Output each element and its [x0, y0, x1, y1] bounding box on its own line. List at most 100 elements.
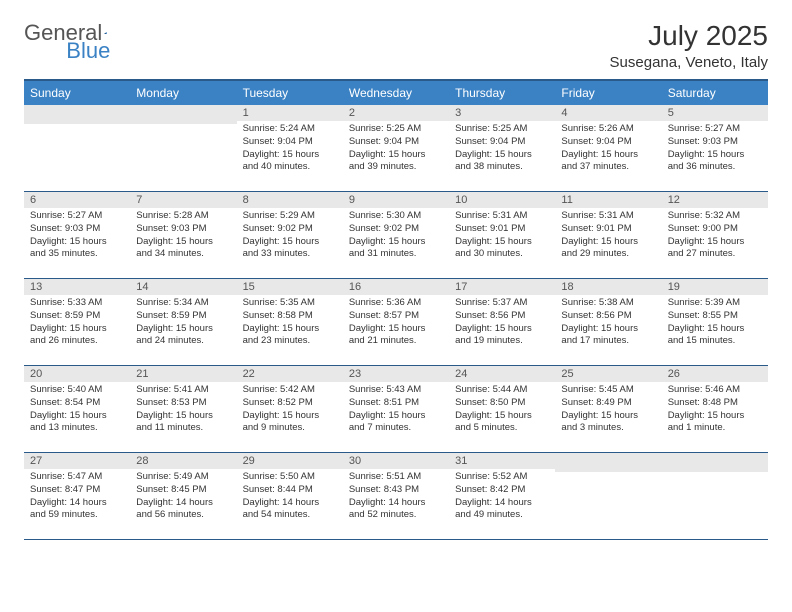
daylight-text: Daylight: 15 hours and 30 minutes.: [455, 236, 549, 262]
calendar-day-cell: [555, 453, 661, 540]
calendar-day-cell: 15Sunrise: 5:35 AMSunset: 8:58 PMDayligh…: [237, 279, 343, 366]
calendar-day-cell: 4Sunrise: 5:26 AMSunset: 9:04 PMDaylight…: [555, 105, 661, 192]
weekday-header: Thursday: [449, 80, 555, 105]
day-details: Sunrise: 5:43 AMSunset: 8:51 PMDaylight:…: [343, 382, 449, 439]
daylight-text: Daylight: 15 hours and 34 minutes.: [136, 236, 230, 262]
sunrise-text: Sunrise: 5:52 AM: [455, 471, 549, 484]
calendar-day-cell: [662, 453, 768, 540]
sunset-text: Sunset: 8:53 PM: [136, 397, 230, 410]
sunset-text: Sunset: 9:04 PM: [455, 136, 549, 149]
day-number: 2: [343, 105, 449, 121]
month-title: July 2025: [610, 20, 768, 52]
sunrise-text: Sunrise: 5:30 AM: [349, 210, 443, 223]
daylight-text: Daylight: 15 hours and 19 minutes.: [455, 323, 549, 349]
day-details: Sunrise: 5:31 AMSunset: 9:01 PMDaylight:…: [449, 208, 555, 265]
calendar-day-cell: 29Sunrise: 5:50 AMSunset: 8:44 PMDayligh…: [237, 453, 343, 540]
header: General Blue July 2025 Susegana, Veneto,…: [24, 20, 768, 71]
day-details: Sunrise: 5:35 AMSunset: 8:58 PMDaylight:…: [237, 295, 343, 352]
calendar-week-row: 6Sunrise: 5:27 AMSunset: 9:03 PMDaylight…: [24, 192, 768, 279]
day-number: 10: [449, 192, 555, 208]
sunset-text: Sunset: 9:02 PM: [349, 223, 443, 236]
daylight-text: Daylight: 15 hours and 15 minutes.: [668, 323, 762, 349]
daylight-text: Daylight: 14 hours and 49 minutes.: [455, 497, 549, 523]
calendar-table: Sunday Monday Tuesday Wednesday Thursday…: [24, 79, 768, 540]
weekday-header: Sunday: [24, 80, 130, 105]
day-number: 22: [237, 366, 343, 382]
sunrise-text: Sunrise: 5:51 AM: [349, 471, 443, 484]
calendar-day-cell: 11Sunrise: 5:31 AMSunset: 9:01 PMDayligh…: [555, 192, 661, 279]
daylight-text: Daylight: 14 hours and 52 minutes.: [349, 497, 443, 523]
day-number: [24, 105, 130, 124]
sunrise-text: Sunrise: 5:46 AM: [668, 384, 762, 397]
sunrise-text: Sunrise: 5:47 AM: [30, 471, 124, 484]
sunset-text: Sunset: 9:04 PM: [349, 136, 443, 149]
sunset-text: Sunset: 8:58 PM: [243, 310, 337, 323]
sunset-text: Sunset: 8:51 PM: [349, 397, 443, 410]
day-number: 15: [237, 279, 343, 295]
sunrise-text: Sunrise: 5:43 AM: [349, 384, 443, 397]
calendar-day-cell: 17Sunrise: 5:37 AMSunset: 8:56 PMDayligh…: [449, 279, 555, 366]
day-number: 12: [662, 192, 768, 208]
sunset-text: Sunset: 8:48 PM: [668, 397, 762, 410]
day-details: Sunrise: 5:51 AMSunset: 8:43 PMDaylight:…: [343, 469, 449, 526]
daylight-text: Daylight: 15 hours and 13 minutes.: [30, 410, 124, 436]
day-number: 25: [555, 366, 661, 382]
calendar-day-cell: 21Sunrise: 5:41 AMSunset: 8:53 PMDayligh…: [130, 366, 236, 453]
day-details: Sunrise: 5:28 AMSunset: 9:03 PMDaylight:…: [130, 208, 236, 265]
sunset-text: Sunset: 8:44 PM: [243, 484, 337, 497]
sunrise-text: Sunrise: 5:27 AM: [30, 210, 124, 223]
day-number: 9: [343, 192, 449, 208]
daylight-text: Daylight: 14 hours and 59 minutes.: [30, 497, 124, 523]
calendar-day-cell: 9Sunrise: 5:30 AMSunset: 9:02 PMDaylight…: [343, 192, 449, 279]
day-number: 14: [130, 279, 236, 295]
sunrise-text: Sunrise: 5:50 AM: [243, 471, 337, 484]
sunset-text: Sunset: 9:01 PM: [561, 223, 655, 236]
calendar-day-cell: 25Sunrise: 5:45 AMSunset: 8:49 PMDayligh…: [555, 366, 661, 453]
day-number: 26: [662, 366, 768, 382]
day-details: Sunrise: 5:36 AMSunset: 8:57 PMDaylight:…: [343, 295, 449, 352]
day-details: Sunrise: 5:46 AMSunset: 8:48 PMDaylight:…: [662, 382, 768, 439]
day-number: 27: [24, 453, 130, 469]
day-number: 11: [555, 192, 661, 208]
calendar-day-cell: 23Sunrise: 5:43 AMSunset: 8:51 PMDayligh…: [343, 366, 449, 453]
daylight-text: Daylight: 15 hours and 23 minutes.: [243, 323, 337, 349]
day-details: Sunrise: 5:25 AMSunset: 9:04 PMDaylight:…: [449, 121, 555, 178]
sunset-text: Sunset: 8:55 PM: [668, 310, 762, 323]
calendar-day-cell: [130, 105, 236, 192]
calendar-day-cell: 6Sunrise: 5:27 AMSunset: 9:03 PMDaylight…: [24, 192, 130, 279]
weekday-header: Monday: [130, 80, 236, 105]
sunset-text: Sunset: 9:00 PM: [668, 223, 762, 236]
day-number: 6: [24, 192, 130, 208]
weekday-header: Saturday: [662, 80, 768, 105]
sunset-text: Sunset: 9:04 PM: [243, 136, 337, 149]
day-details: Sunrise: 5:31 AMSunset: 9:01 PMDaylight:…: [555, 208, 661, 265]
day-details: Sunrise: 5:45 AMSunset: 8:49 PMDaylight:…: [555, 382, 661, 439]
day-number: 31: [449, 453, 555, 469]
sunset-text: Sunset: 9:01 PM: [455, 223, 549, 236]
day-number: 8: [237, 192, 343, 208]
sunset-text: Sunset: 9:02 PM: [243, 223, 337, 236]
day-number: 24: [449, 366, 555, 382]
sunset-text: Sunset: 8:43 PM: [349, 484, 443, 497]
day-number: 7: [130, 192, 236, 208]
daylight-text: Daylight: 14 hours and 54 minutes.: [243, 497, 337, 523]
day-number: 13: [24, 279, 130, 295]
sunset-text: Sunset: 8:59 PM: [30, 310, 124, 323]
day-details: Sunrise: 5:49 AMSunset: 8:45 PMDaylight:…: [130, 469, 236, 526]
daylight-text: Daylight: 15 hours and 29 minutes.: [561, 236, 655, 262]
calendar-day-cell: 7Sunrise: 5:28 AMSunset: 9:03 PMDaylight…: [130, 192, 236, 279]
calendar-day-cell: 19Sunrise: 5:39 AMSunset: 8:55 PMDayligh…: [662, 279, 768, 366]
sunrise-text: Sunrise: 5:37 AM: [455, 297, 549, 310]
sunset-text: Sunset: 9:03 PM: [136, 223, 230, 236]
day-details: Sunrise: 5:44 AMSunset: 8:50 PMDaylight:…: [449, 382, 555, 439]
sunrise-text: Sunrise: 5:25 AM: [349, 123, 443, 136]
sunset-text: Sunset: 8:56 PM: [455, 310, 549, 323]
daylight-text: Daylight: 14 hours and 56 minutes.: [136, 497, 230, 523]
sunrise-text: Sunrise: 5:45 AM: [561, 384, 655, 397]
sunset-text: Sunset: 8:54 PM: [30, 397, 124, 410]
sunrise-text: Sunrise: 5:40 AM: [30, 384, 124, 397]
day-number: [130, 105, 236, 124]
day-details: Sunrise: 5:29 AMSunset: 9:02 PMDaylight:…: [237, 208, 343, 265]
calendar-day-cell: 1Sunrise: 5:24 AMSunset: 9:04 PMDaylight…: [237, 105, 343, 192]
calendar-day-cell: 20Sunrise: 5:40 AMSunset: 8:54 PMDayligh…: [24, 366, 130, 453]
